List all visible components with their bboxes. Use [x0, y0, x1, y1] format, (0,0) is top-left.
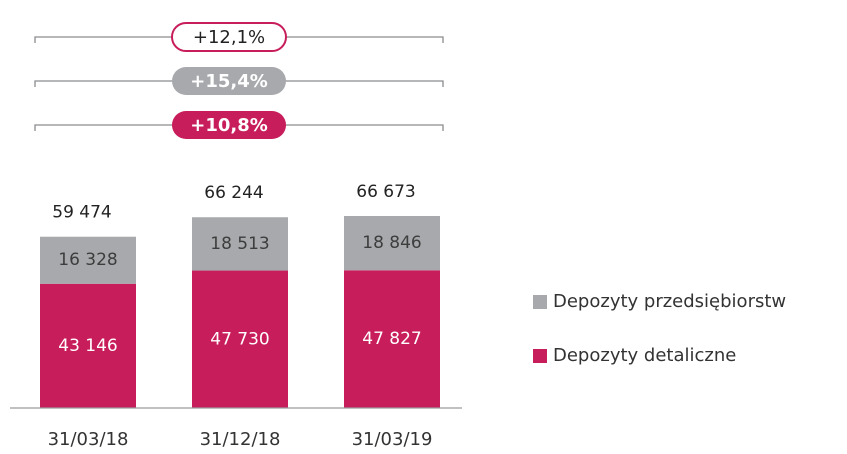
annotation-pill: [172, 67, 286, 95]
total-label: 66 244: [204, 183, 263, 203]
bar-segment: [344, 216, 440, 271]
x-tick-label: 31/03/19: [352, 429, 433, 450]
x-tick-label: 31/03/18: [48, 429, 129, 450]
bar-segment: [344, 270, 440, 408]
value-label: 47 730: [210, 329, 269, 349]
x-tick-label: 31/12/18: [200, 429, 281, 450]
annotation: +15,4%: [190, 71, 268, 92]
value-label: 18 513: [210, 234, 269, 254]
annotation-pill: [172, 111, 286, 139]
annotation-pill: [171, 22, 287, 52]
value-label: 47 827: [362, 329, 421, 349]
bar-segment: [192, 217, 288, 271]
annotation: +12,1%: [193, 27, 265, 48]
value-label: 43 146: [58, 336, 117, 356]
total-label: 66 673: [356, 182, 415, 202]
bar-segment: [192, 270, 288, 408]
legend-label: Depozyty detaliczne: [553, 345, 736, 366]
value-label: 16 328: [58, 250, 117, 270]
legend-swatch: [533, 295, 547, 309]
total-label: 59 474: [52, 203, 111, 223]
bar-segment: [40, 283, 136, 408]
annotation: +10,8%: [190, 115, 268, 136]
bar-segment: [40, 236, 136, 284]
legend-swatch: [533, 349, 547, 363]
legend-label: Depozyty przedsiębiorstw: [553, 291, 786, 312]
value-label: 18 846: [362, 233, 421, 253]
